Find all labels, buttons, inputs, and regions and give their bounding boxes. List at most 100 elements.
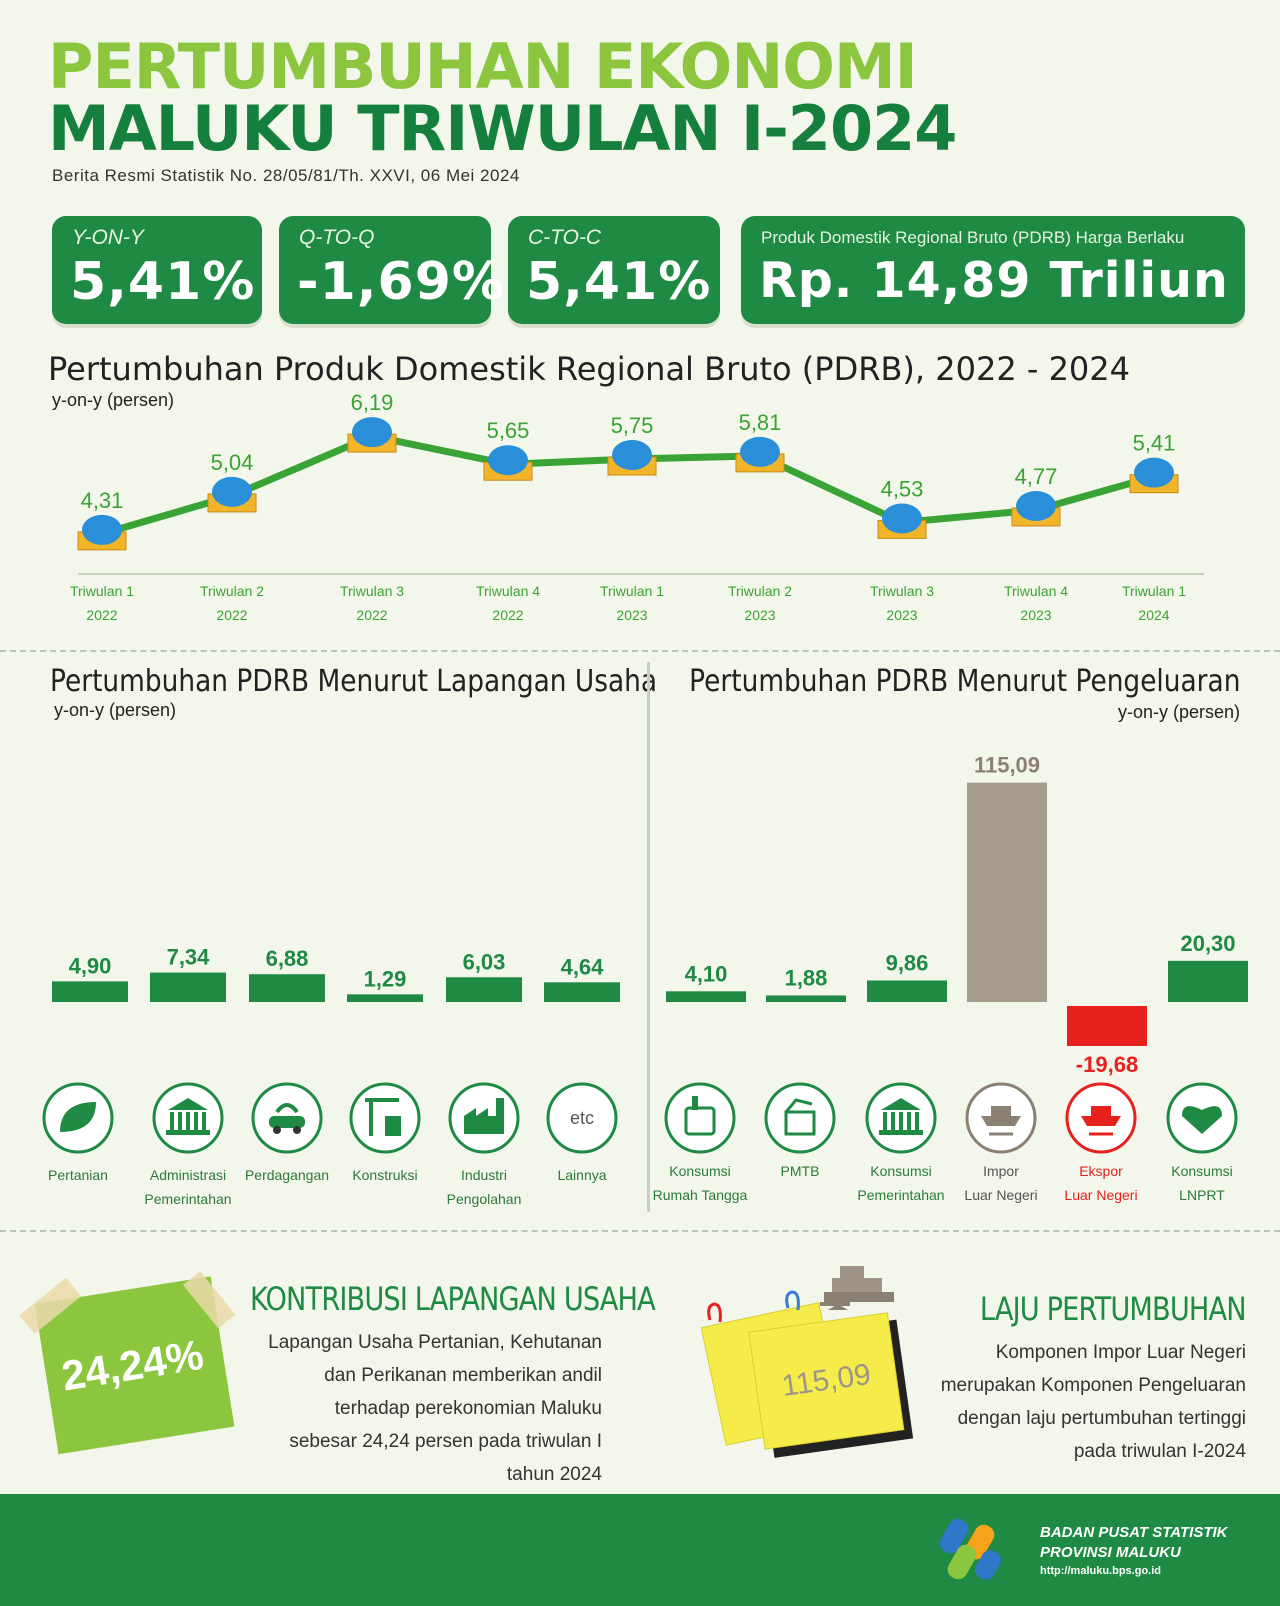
- robot-arm: [784, 1098, 813, 1113]
- kontribusi-text: Lapangan Usaha Pertanian, Kehutanan dan …: [268, 1332, 602, 1485]
- factory-icon: [448, 1082, 520, 1154]
- section-vertical-divider: [647, 662, 650, 1212]
- x-tick-year: 2022: [492, 607, 523, 623]
- category-label: Luar Negeri: [1064, 1187, 1137, 1203]
- data-label: 4,64: [561, 954, 605, 979]
- data-label: 115,09: [974, 753, 1040, 778]
- x-tick-year: 2022: [86, 607, 117, 623]
- data-label: 5,65: [487, 418, 530, 443]
- data-label: -19,68: [1076, 1052, 1138, 1077]
- marker-globe: [882, 503, 922, 534]
- column: [915, 1112, 919, 1130]
- data-label: 1,88: [785, 965, 828, 990]
- x-tick-year: 2023: [744, 607, 775, 623]
- title-line-2: MALUKU TRIWULAN I-2024: [48, 92, 957, 165]
- column: [202, 1112, 206, 1130]
- x-tick-label: Triwulan 2: [200, 583, 264, 599]
- x-tick-label: Triwulan 4: [1004, 583, 1068, 599]
- stat-pdrb-label: Produk Domestik Regional Bruto (PDRB) Ha…: [761, 228, 1185, 247]
- investment-icon: [764, 1082, 836, 1154]
- export-ship-icon: [1065, 1082, 1137, 1154]
- data-point-marker: [483, 445, 533, 481]
- trade-icon: [251, 1082, 323, 1154]
- x-tick-label: Triwulan 2: [728, 583, 792, 599]
- stat-qtoq: Q-TO-Q -1,69%: [279, 216, 504, 324]
- bar: [446, 977, 522, 1002]
- marker-globe: [740, 436, 780, 467]
- icon-text: etc: [570, 1108, 594, 1128]
- icon-circle: [764, 1082, 836, 1154]
- category-label: LNPRT: [1179, 1187, 1225, 1203]
- lapangan-unit: y-on-y (persen): [54, 700, 177, 720]
- x-tick-year: 2023: [886, 607, 917, 623]
- column: [899, 1112, 903, 1130]
- stat-ctoc-value: 5,41%: [526, 252, 712, 312]
- data-label: 4,31: [81, 488, 124, 513]
- category-label: Rumah Tangga: [653, 1187, 748, 1203]
- category-label: Konstruksi: [352, 1167, 417, 1183]
- hull: [981, 1116, 1021, 1126]
- bar: [347, 994, 423, 1002]
- stat-pdrb: Produk Domestik Regional Bruto (PDRB) Ha…: [741, 216, 1245, 324]
- column: [891, 1112, 895, 1130]
- leaf-icon: [42, 1082, 114, 1154]
- section-divider-top: [0, 650, 1280, 652]
- marker-globe: [1134, 457, 1174, 488]
- marker-globe: [612, 440, 652, 470]
- data-point-marker: [77, 514, 127, 551]
- data-label: 4,77: [1015, 464, 1058, 489]
- column: [883, 1112, 887, 1130]
- org-url[interactable]: http://maluku.bps.go.id: [1040, 1565, 1161, 1577]
- category-label: Perdagangan: [245, 1167, 329, 1183]
- marker-globe: [352, 417, 392, 448]
- basket: [684, 1106, 716, 1136]
- category-label: Konsumsi: [669, 1163, 730, 1179]
- icon-circle: [664, 1082, 736, 1154]
- data-point-marker: [735, 436, 785, 473]
- line-chart-unit: y-on-y (persen): [52, 390, 175, 410]
- category-label: Konsumsi: [870, 1163, 931, 1179]
- laju-title: LAJU PERTUMBUHAN: [980, 1290, 1247, 1328]
- x-tick-label: Triwulan 1: [70, 583, 134, 599]
- bar-charts: 4,90 Pertanian 7,34 Administrasi Pemerintaha…: [42, 753, 1248, 1207]
- data-label: 5,75: [611, 413, 654, 438]
- category-label: Lainnya: [557, 1167, 606, 1183]
- bar: [150, 972, 226, 1002]
- stat-pdrb-value: Rp. 14,89 Triliun: [759, 252, 1229, 309]
- import-ship-icon: [965, 1082, 1037, 1154]
- data-label: 5,04: [211, 450, 254, 475]
- roof: [168, 1098, 208, 1110]
- stat-ctoc: C-TO-C 5,41%: [508, 216, 720, 324]
- category-label: Pemerintahan: [857, 1187, 944, 1203]
- category-label: Impor: [983, 1163, 1019, 1179]
- marker-globe: [488, 445, 528, 476]
- column: [907, 1112, 911, 1130]
- data-point-marker: [877, 503, 927, 539]
- category-label: Administrasi: [150, 1167, 226, 1183]
- data-label: 4,10: [685, 961, 728, 986]
- base: [879, 1130, 923, 1135]
- base: [166, 1130, 210, 1135]
- stat-ctoc-label: C-TO-C: [528, 226, 602, 249]
- containers: [1091, 1106, 1111, 1116]
- stat-yoy-label: Y-ON-Y: [72, 226, 144, 249]
- column: [194, 1112, 198, 1130]
- bar: [867, 980, 947, 1002]
- x-tick-year: 2023: [1020, 607, 1051, 623]
- bar: [666, 991, 746, 1002]
- category-label: Pertanian: [48, 1167, 108, 1183]
- data-label: 7,34: [167, 945, 211, 970]
- data-label: 20,30: [1180, 931, 1235, 956]
- bar: [544, 982, 620, 1002]
- household-icon: [664, 1082, 736, 1154]
- data-label: 9,86: [886, 950, 929, 975]
- etc-icon: etc: [546, 1082, 618, 1154]
- stat-qtoq-value: -1,69%: [297, 252, 505, 312]
- bar: [1067, 1006, 1147, 1046]
- data-point-marker: [607, 440, 657, 476]
- pengeluaran-title: Pertumbuhan PDRB Menurut Pengeluaran: [688, 664, 1240, 699]
- data-label: 6,88: [266, 946, 309, 971]
- column: [178, 1112, 182, 1130]
- category-label: Pemerintahan: [144, 1191, 231, 1207]
- lapangan-title: Pertumbuhan PDRB Menurut Lapangan Usaha: [50, 664, 658, 699]
